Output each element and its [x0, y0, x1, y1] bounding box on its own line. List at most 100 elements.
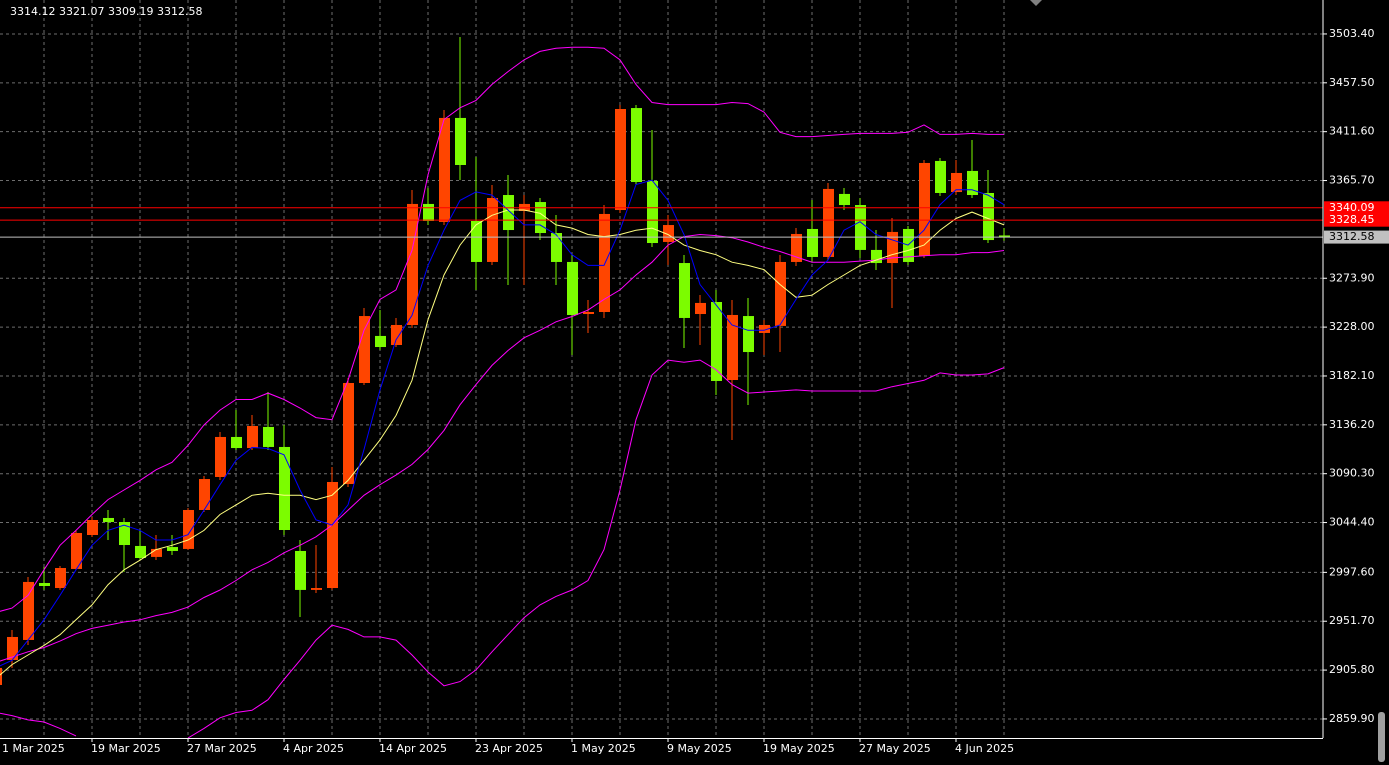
y-tick-label: 3090.30: [1329, 467, 1375, 480]
x-tick-label: 27 May 2025: [859, 742, 931, 755]
candle-body: [487, 197, 498, 262]
price-label: 3328.45: [1329, 213, 1375, 226]
candle-body: [279, 446, 290, 531]
candle-body: [807, 228, 818, 257]
x-tick-label: 19 Mar 2025: [91, 742, 161, 755]
candle-body: [583, 311, 594, 315]
x-tick-label: 4 Apr 2025: [283, 742, 344, 755]
candle-body: [903, 228, 914, 262]
candle-body: [87, 519, 98, 536]
candle-body: [167, 547, 178, 551]
candle-body: [791, 233, 802, 262]
candle-body: [311, 588, 322, 590]
candle-body: [103, 517, 114, 523]
candle-body: [455, 117, 466, 165]
candle-body: [23, 581, 34, 640]
candle-body: [423, 203, 434, 221]
y-tick-label: 3365.70: [1329, 174, 1375, 187]
candle-body: [887, 231, 898, 264]
shift-marker[interactable]: [1030, 0, 1042, 6]
candle-body: [855, 205, 866, 250]
candle-body: [439, 117, 450, 222]
candle-body: [823, 188, 834, 257]
candle-body: [263, 426, 274, 447]
candle-body: [631, 108, 642, 183]
x-tick-label: 19 May 2025: [763, 742, 835, 755]
candle-body: [119, 522, 130, 546]
y-tick-label: 3228.00: [1329, 320, 1375, 333]
candle-body: [999, 235, 1010, 238]
candle-body: [983, 192, 994, 241]
y-tick-label: 2997.60: [1329, 565, 1375, 578]
plot-area: [0, 37, 1323, 738]
x-tick-label: 1 May 2025: [571, 742, 636, 755]
indicator-line: [0, 209, 1005, 676]
candle-body: [967, 170, 978, 196]
candle-body: [663, 225, 674, 242]
price-label: 3340.09: [1329, 201, 1375, 214]
candle-body: [0, 667, 2, 685]
candle-body: [759, 324, 770, 333]
y-tick-label: 3273.90: [1329, 271, 1375, 284]
candle-body: [775, 261, 786, 326]
candle-body: [39, 583, 50, 586]
candle-body: [471, 220, 482, 262]
price-label-box: [1324, 213, 1389, 227]
x-tick-label: 23 Apr 2025: [475, 742, 543, 755]
indicator-line: [0, 179, 1005, 667]
candle-body: [695, 302, 706, 315]
axis: 3503.40 3457.50 3411.60 3365.70 3273.90 3228.…: [2, 27, 1389, 755]
y-tick-label: 3411.60: [1329, 125, 1375, 138]
indicator-line: [0, 46, 1004, 612]
candle-body: [871, 249, 882, 264]
candle-body: [567, 261, 578, 315]
y-tick-label: 3457.50: [1329, 76, 1375, 89]
candle-body: [295, 550, 306, 590]
candle-body: [647, 180, 658, 244]
candle-body: [55, 568, 66, 589]
y-tick-label: 3136.20: [1329, 418, 1375, 431]
candle-body: [951, 172, 962, 193]
candle-body: [391, 324, 402, 345]
candle-body: [551, 233, 562, 262]
y-tick-label: 2859.90: [1329, 712, 1375, 725]
candle-body: [407, 203, 418, 325]
ohlc-info: 3314.12 3321.07 3309.19 3312.58: [10, 5, 202, 18]
y-tick-label: 2951.70: [1329, 614, 1375, 627]
price-label-box: [1324, 201, 1389, 215]
candle-body: [599, 213, 610, 312]
indicator-line: [0, 359, 1005, 738]
candle-body: [343, 382, 354, 485]
x-tick-label: 9 May 2025: [667, 742, 732, 755]
candle-body: [711, 301, 722, 381]
candle-body: [183, 509, 194, 549]
x-tick-label: 14 Apr 2025: [379, 742, 447, 755]
x-tick-label: 4 Jun 2025: [955, 742, 1014, 755]
candle-body: [503, 195, 514, 231]
candle-body: [615, 109, 626, 211]
candle-body: [135, 545, 146, 558]
scrollbar[interactable]: [1378, 712, 1385, 762]
price-label-box: [1324, 230, 1389, 244]
price-label: 3312.58: [1329, 230, 1375, 243]
indicator-line: [0, 233, 1005, 662]
candle-body: [151, 548, 162, 557]
candle-body: [215, 436, 226, 477]
candle-body: [359, 316, 370, 383]
candle-body: [839, 193, 850, 206]
candle-body: [247, 426, 258, 449]
candle-body: [7, 636, 18, 660]
candle-body: [327, 481, 338, 589]
candle-body: [743, 316, 754, 353]
y-tick-label: 3503.40: [1329, 27, 1375, 40]
x-tick-label: 1 Mar 2025: [2, 742, 65, 755]
candle-body: [375, 335, 386, 348]
candle-body: [919, 162, 930, 257]
y-tick-label: 2905.80: [1329, 663, 1375, 676]
candle-body: [199, 479, 210, 510]
y-tick-label: 3044.40: [1329, 516, 1375, 529]
x-tick-label: 27 Mar 2025: [187, 742, 257, 755]
